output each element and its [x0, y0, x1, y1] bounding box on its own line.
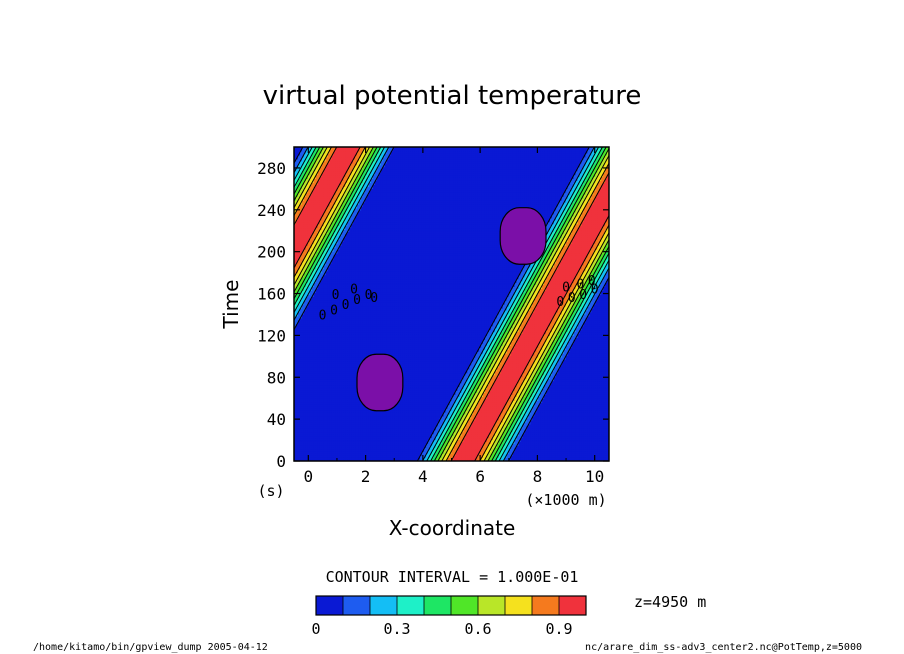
chart-title: virtual potential temperature	[263, 81, 642, 111]
